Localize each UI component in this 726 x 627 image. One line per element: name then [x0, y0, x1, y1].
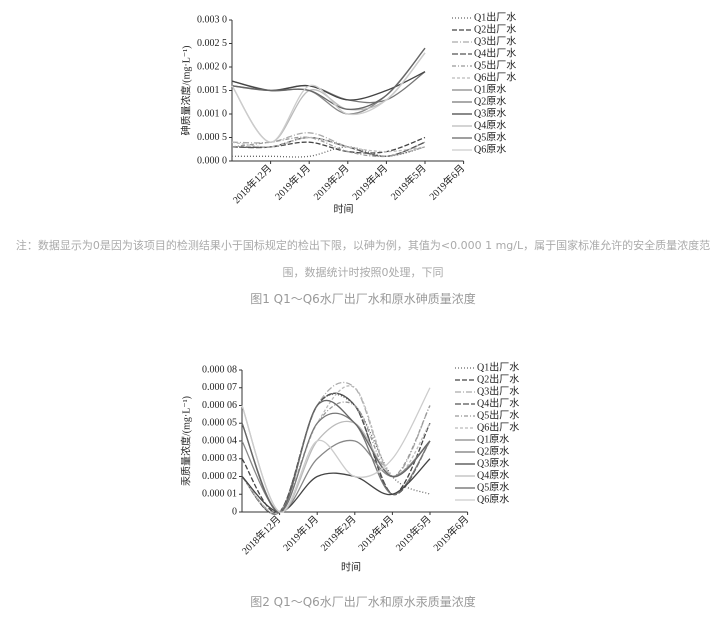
- caption: 图2 Q1～Q6水厂出厂水和原水汞质量浓度: [250, 595, 476, 609]
- line-series: [231, 52, 426, 143]
- y-tick-label: 0.000 0: [197, 155, 227, 166]
- legend-label: Q3出厂水: [474, 34, 516, 47]
- x-tick-label: 2019年1月: [272, 162, 313, 203]
- legend-label: Q1原水: [474, 83, 506, 95]
- legend-label: Q6出厂水: [477, 420, 519, 433]
- caption: 图1 Q1～Q6水厂出厂水和原水砷质量浓度: [250, 292, 476, 306]
- legend-label: Q2出厂水: [477, 372, 519, 385]
- x-tick-label: 2019年5月: [388, 162, 429, 203]
- legend-label: Q5出厂水: [474, 58, 516, 71]
- legend-label: Q4出厂水: [474, 46, 516, 59]
- line-series: [231, 132, 426, 157]
- y-tick-label: 0.001 0: [197, 108, 227, 119]
- legend-label: Q2原水: [474, 95, 506, 107]
- y-tick-label: 0.000 05: [202, 418, 237, 429]
- x-tick-label: 2019年4月: [349, 162, 390, 203]
- y-tick-label: 0.000 08: [202, 364, 237, 375]
- note: 注：数据显示为0是因为该项目的检测结果小于国标规定的检出下限，以砷为例，其值为<…: [15, 239, 711, 279]
- y-axis-label: 汞质量浓度/(mg·L⁻¹): [179, 396, 192, 486]
- x-tick-label: 2019年2月: [318, 513, 359, 554]
- legend-label: Q4原水: [477, 469, 509, 481]
- legend-label: Q4原水: [474, 119, 506, 131]
- legend-label: Q1原水: [477, 433, 509, 445]
- legend-label: Q6原水: [477, 493, 509, 505]
- legend-label: Q5出厂水: [477, 408, 519, 421]
- x-tick-label: 2019年2月: [311, 162, 352, 203]
- legend-label: Q5原水: [477, 481, 509, 493]
- chart: 0 0.000 01 0.000 02 0.000 03 0.000 04 0.000 0…: [179, 360, 519, 573]
- x-tick-label: 2018年12月: [239, 513, 284, 558]
- y-tick-label: 0.000 04: [202, 435, 237, 446]
- line-series: [231, 136, 426, 153]
- legend-label: Q3出厂水: [477, 384, 519, 397]
- y-tick-label: 0.000 03: [202, 453, 237, 464]
- line-series: [231, 136, 426, 157]
- y-tick-label: 0.000 07: [202, 382, 237, 393]
- x-tick-label: 2019年5月: [393, 513, 434, 554]
- legend-label: Q6原水: [474, 143, 506, 155]
- x-tick-label: 2019年4月: [355, 513, 396, 554]
- legend-label: Q1出厂水: [474, 10, 516, 23]
- legend-label: Q2出厂水: [474, 22, 516, 35]
- line-series: [241, 381, 431, 515]
- y-axis-label: 砷质量浓度/(mg·L⁻¹): [179, 46, 192, 136]
- legend-label: Q2原水: [477, 445, 509, 457]
- line-series: [241, 387, 431, 513]
- chart: 0.000 0 0.000 5 0.001 0 0.001 5 0.002 0 0.002…: [179, 10, 516, 215]
- x-tick-label: 2019年6月: [430, 513, 471, 554]
- y-tick-label: 0.002 5: [197, 38, 227, 49]
- y-tick-label: 0.003 0: [197, 14, 227, 25]
- line-series: [241, 392, 431, 514]
- y-tick-label: 0: [232, 506, 237, 517]
- y-tick-label: 0.000 01: [202, 489, 237, 500]
- line-series: [241, 399, 431, 513]
- x-tick-label: 2019年6月: [426, 162, 467, 203]
- legend-label: Q6出厂水: [474, 70, 516, 83]
- legend-label: Q3原水: [477, 457, 509, 469]
- x-axis-label: 时间: [341, 560, 361, 573]
- legend-label: Q1出厂水: [477, 360, 519, 373]
- y-tick-label: 0.000 02: [202, 471, 237, 482]
- legend-label: Q4出厂水: [477, 396, 519, 409]
- line-series: [231, 47, 426, 115]
- legend-label: Q3原水: [474, 107, 506, 119]
- y-tick-label: 0.000 06: [202, 400, 237, 411]
- legend-label: Q5原水: [474, 131, 506, 143]
- x-tick-label: 2019年1月: [280, 513, 321, 554]
- line-series: [231, 146, 426, 158]
- y-tick-label: 0.002 0: [197, 61, 227, 72]
- y-tick-label: 0.000 5: [197, 132, 227, 143]
- line-series: [231, 47, 426, 110]
- x-axis-label: 时间: [334, 202, 354, 215]
- y-tick-label: 0.001 5: [197, 85, 227, 96]
- x-tick-label: 2018年12月: [230, 162, 275, 207]
